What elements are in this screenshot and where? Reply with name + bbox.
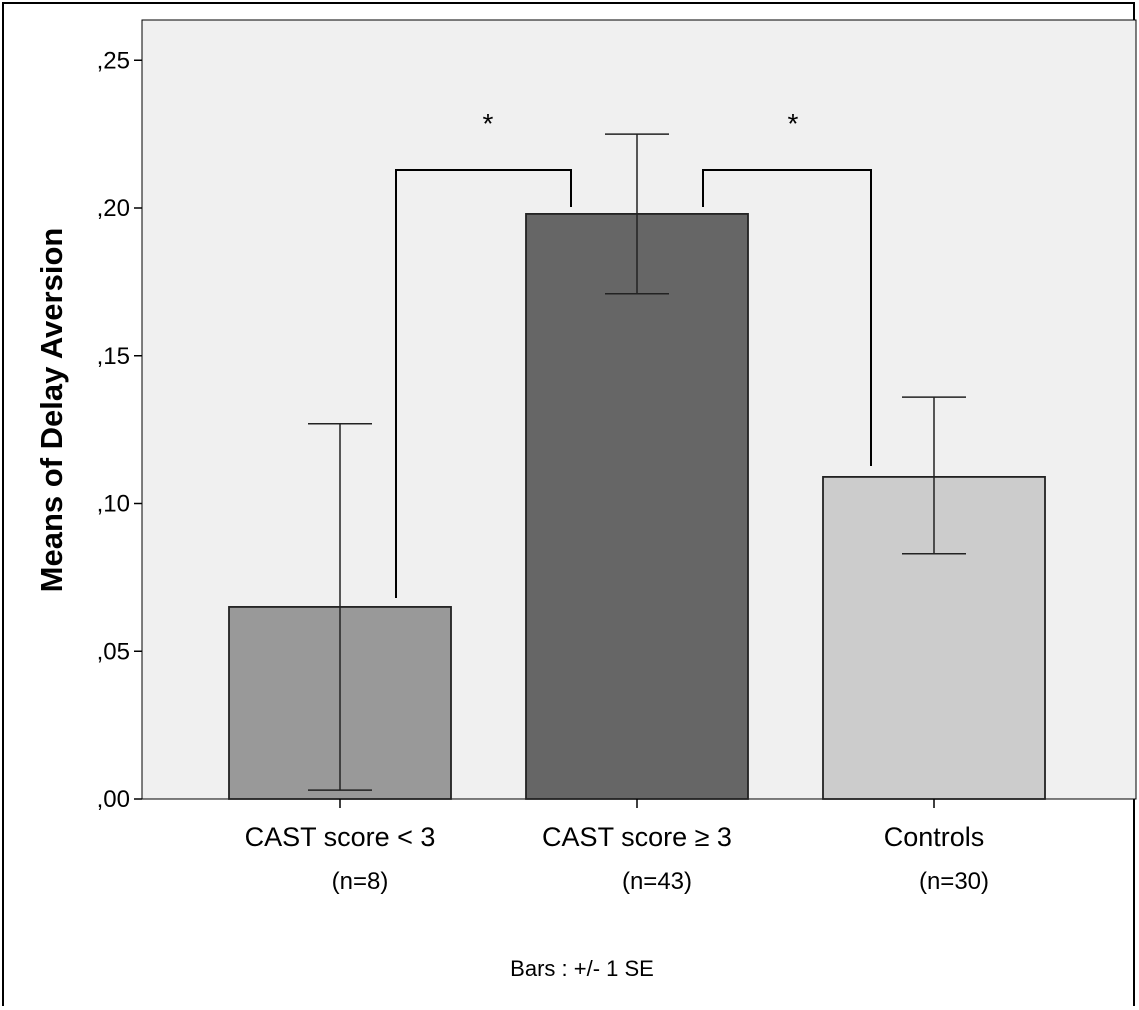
y-tick-label: ,05 — [97, 638, 130, 665]
bar — [525, 213, 749, 800]
x-tick-label: CAST score < 3 — [245, 822, 436, 852]
y-axis-label: Means of Delay Aversion — [34, 228, 69, 593]
x-axis: CAST score < 3 (n=8) CAST score ≥ 3 (n=43) C… — [245, 799, 989, 895]
significance-star: * — [788, 108, 799, 139]
y-tick-label: ,20 — [97, 195, 130, 222]
y-tick-label: ,25 — [97, 47, 130, 74]
y-tick-label: ,10 — [97, 491, 130, 518]
sample-size-label: (n=43) — [622, 868, 692, 895]
significance-star: * — [483, 108, 494, 139]
x-tick-label: CAST score ≥ 3 — [542, 822, 732, 852]
sample-size-label: (n=30) — [919, 868, 989, 895]
significance-bracket — [395, 169, 572, 598]
y-tick-label: ,00 — [97, 786, 130, 813]
error-bars — [308, 133, 966, 791]
significance-brackets: * * — [395, 108, 872, 598]
y-tick-label: ,15 — [97, 343, 130, 370]
error-bar-footnote: Bars : +/- 1 SE — [510, 956, 654, 981]
significance-bracket — [702, 169, 872, 466]
y-axis: ,00 ,05 ,10 ,15 ,20 ,25 — [97, 47, 142, 813]
x-tick-label: Controls — [884, 822, 985, 852]
sample-size-label: (n=8) — [332, 868, 389, 895]
